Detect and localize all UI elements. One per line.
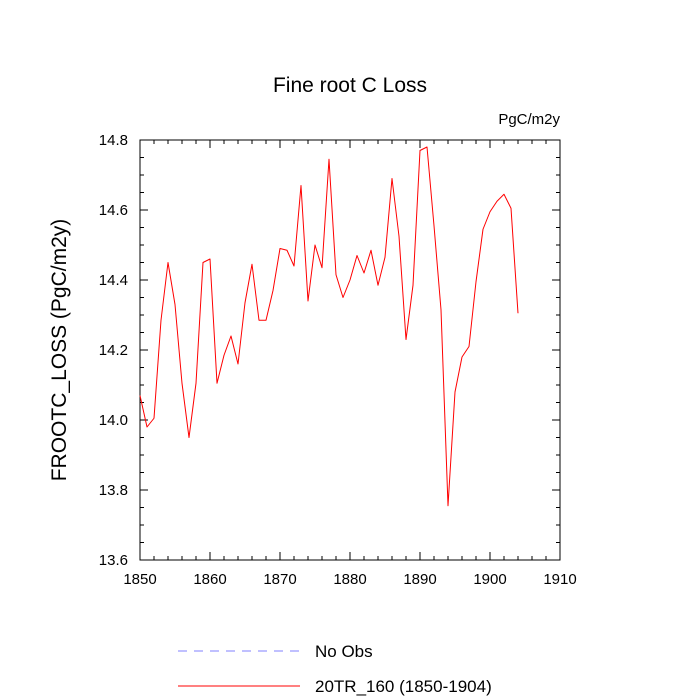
tick-labels: 1850 1860 1870 1880 1890 1900 1910 13.6 13.8 14.0… bbox=[99, 132, 577, 588]
x-tick-label: 1880 bbox=[333, 571, 366, 588]
y-tick-label: 14.0 bbox=[99, 412, 128, 429]
series-line-0 bbox=[139, 146, 519, 507]
legend: No Obs 20TR_160 (1850-1904) bbox=[178, 642, 492, 696]
x-tick-label: 1860 bbox=[193, 571, 226, 588]
data-series bbox=[139, 146, 519, 507]
y-tick-label: 14.2 bbox=[99, 342, 128, 359]
axis-ticks bbox=[139, 139, 561, 561]
x-tick-label: 1850 bbox=[123, 571, 156, 588]
y-tick-label: 13.8 bbox=[99, 482, 128, 499]
y-tick-label: 14.6 bbox=[99, 202, 128, 219]
y-tick-label: 14.8 bbox=[99, 132, 128, 149]
y-tick-label: 14.4 bbox=[99, 272, 128, 289]
x-tick-label: 1910 bbox=[543, 571, 576, 588]
x-tick-label: 1890 bbox=[403, 571, 436, 588]
units-label: PgC/m2y bbox=[498, 111, 560, 128]
legend-label-1: 20TR_160 (1850-1904) bbox=[315, 677, 492, 696]
y-axis-label: FROOTC_LOSS (PgC/m2y) bbox=[48, 219, 71, 482]
x-tick-label: 1900 bbox=[473, 571, 506, 588]
plot-frame bbox=[139, 139, 561, 561]
y-tick-label: 13.6 bbox=[99, 552, 128, 569]
x-tick-label: 1870 bbox=[263, 571, 296, 588]
legend-label-0: No Obs bbox=[315, 642, 373, 661]
chart-title: Fine root C Loss bbox=[273, 74, 427, 97]
